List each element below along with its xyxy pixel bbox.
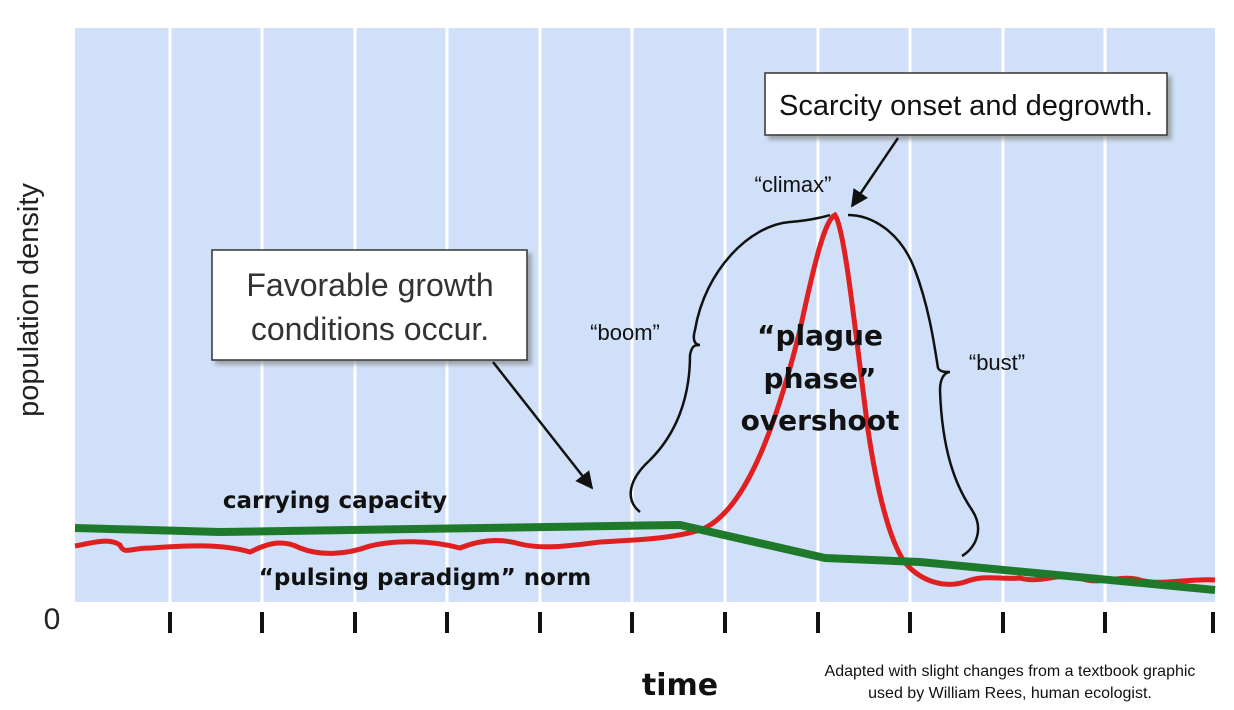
y-axis-label: population density xyxy=(13,183,45,417)
favorable-callout: Favorable growth xyxy=(246,267,493,303)
boom-label: “boom” xyxy=(590,320,660,345)
bust-brace xyxy=(847,213,980,558)
plague-label: “plague xyxy=(757,319,883,352)
scarcity-arrow xyxy=(850,137,900,208)
favorable-box xyxy=(211,249,528,361)
plague-label: overshoot xyxy=(741,404,900,437)
scarcity-box xyxy=(764,72,1168,136)
plague-label: phase” xyxy=(764,362,877,395)
ticks xyxy=(168,612,1215,633)
credit: used by William Rees, human ecologist. xyxy=(868,685,1152,702)
bust-label: “bust” xyxy=(969,350,1025,375)
population-curve xyxy=(74,211,1216,587)
favorable-arrow xyxy=(492,361,594,490)
favorable-callout: conditions occur. xyxy=(251,311,489,347)
boom-brace xyxy=(629,213,831,513)
credit: Adapted with slight changes from a textb… xyxy=(825,663,1196,680)
carrying-capacity-line xyxy=(74,520,1216,594)
origin-label: 0 xyxy=(44,603,61,636)
scarcity-callout: Scarcity onset and degrowth. xyxy=(779,90,1153,122)
climax-label: “climax” xyxy=(755,172,832,197)
x-axis-label: time xyxy=(642,668,718,703)
carrying-capacity-label: carrying capacity xyxy=(223,488,447,514)
pulsing-label: “pulsing paradigm” norm xyxy=(259,565,592,591)
